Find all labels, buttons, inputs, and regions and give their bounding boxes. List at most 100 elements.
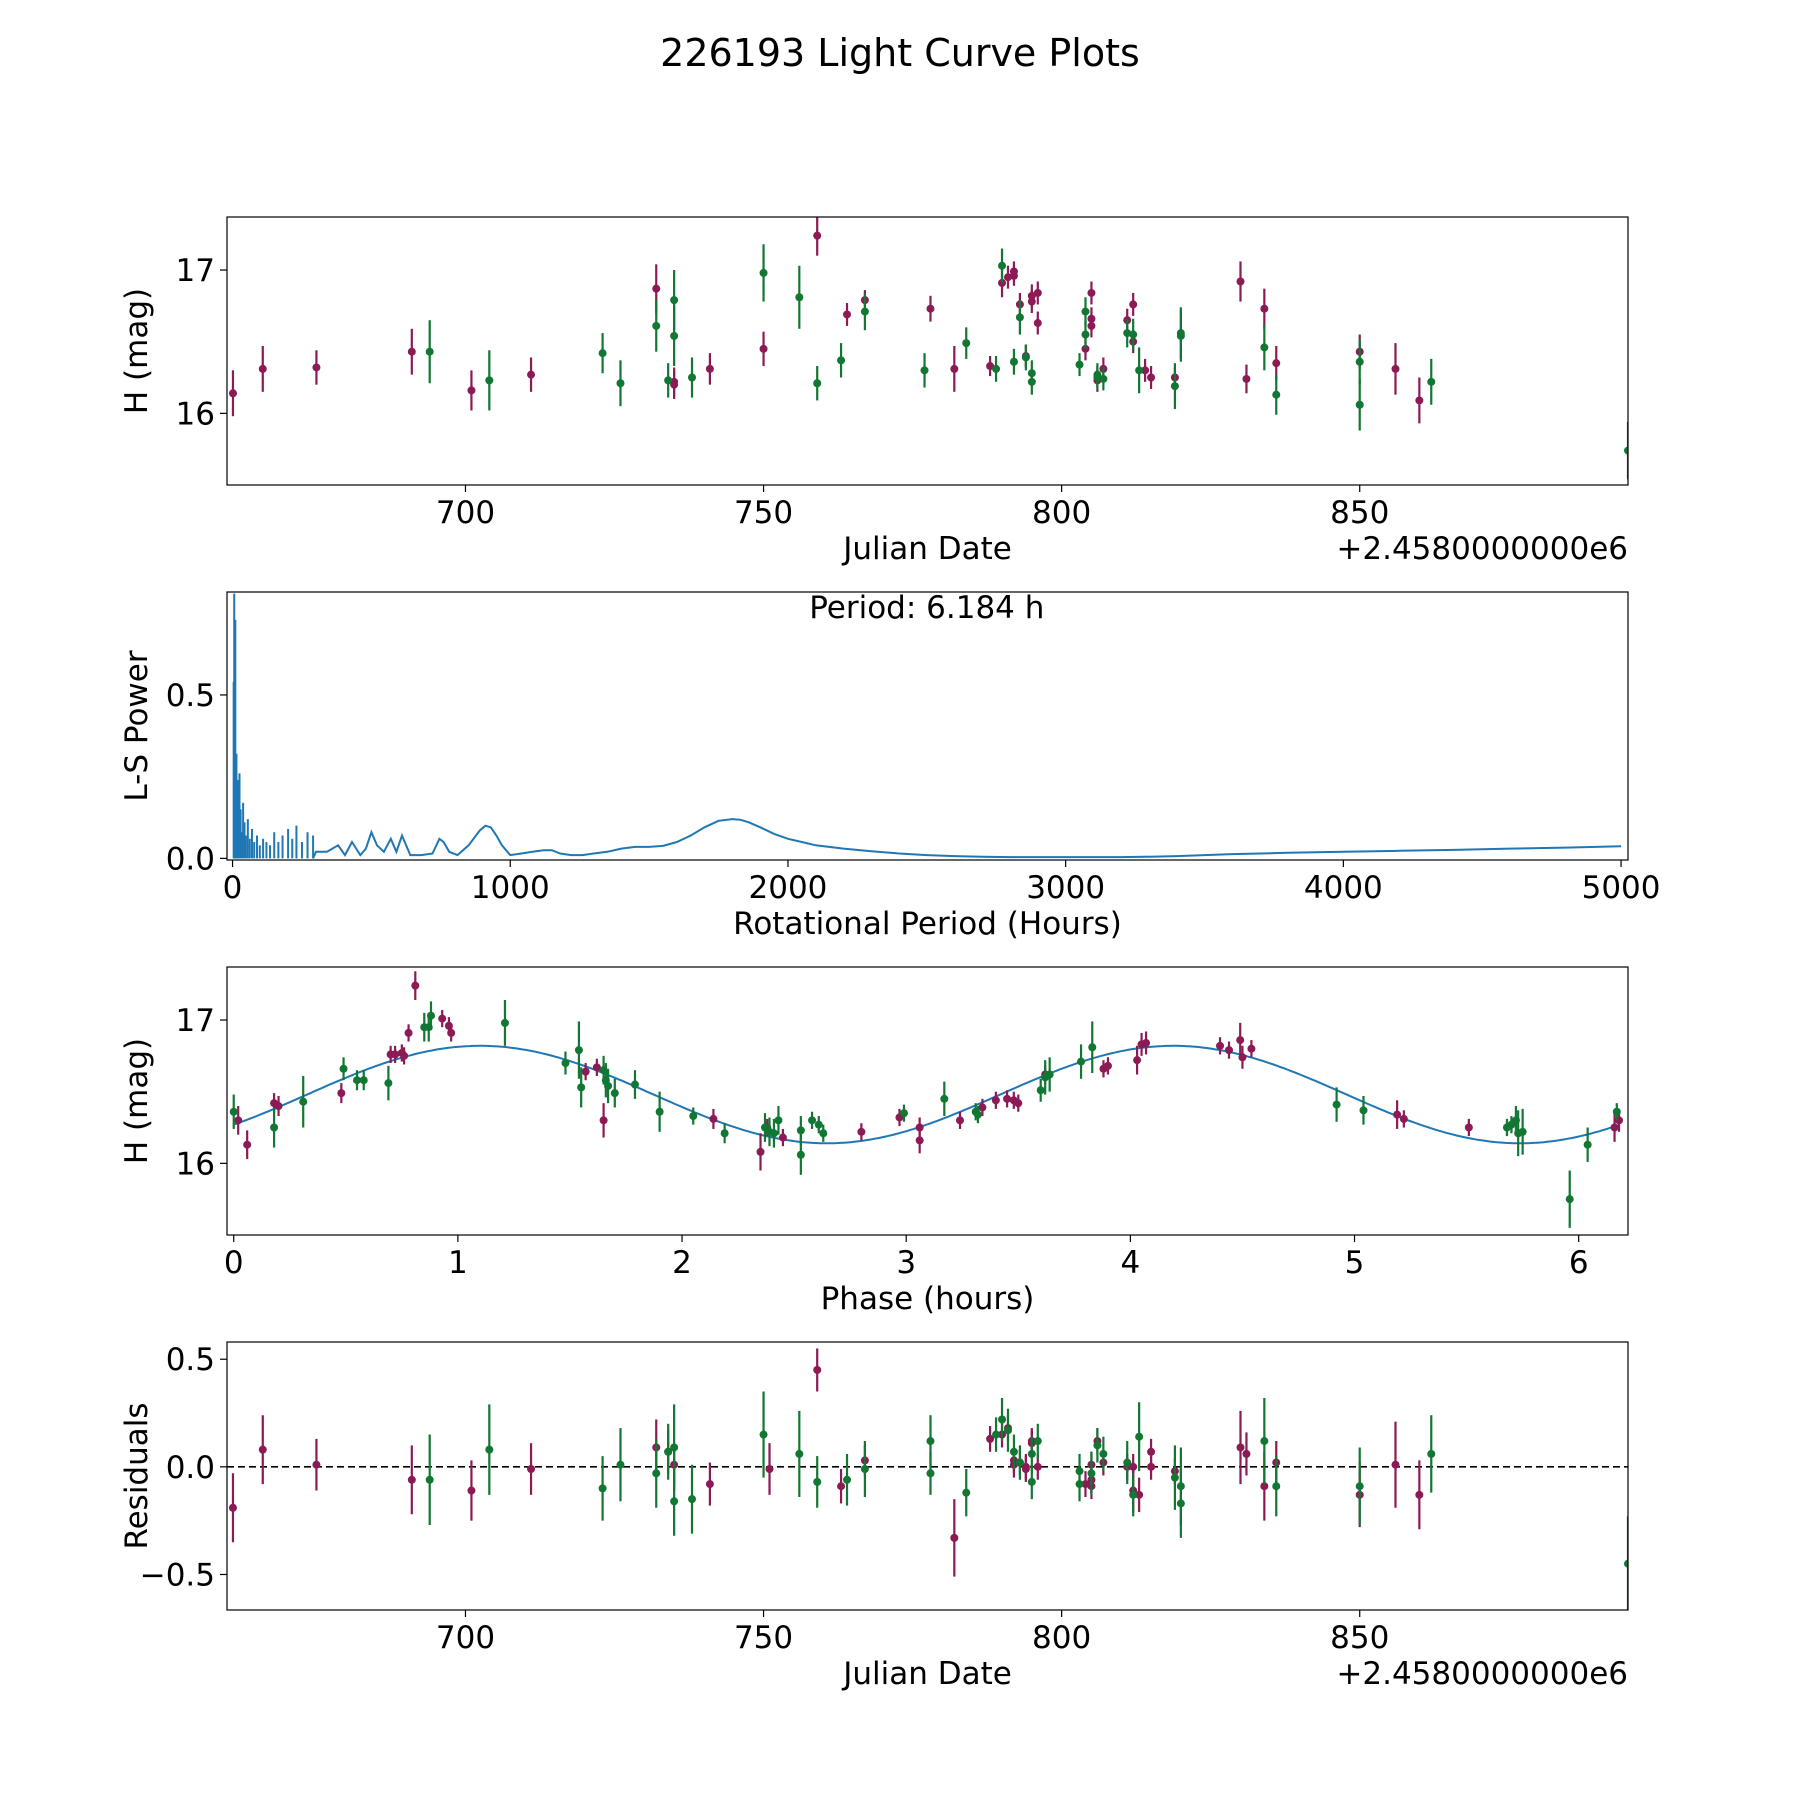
r-data-point [759,344,768,353]
r-data-point [978,1103,987,1112]
x-tick-label: 2000 [749,870,828,906]
g-data-point [574,1046,583,1055]
r-data-point [1247,1044,1256,1053]
g-data-point [1009,357,1018,366]
g-data-point [1087,1469,1096,1478]
g-data-point [670,1497,679,1506]
x-tick-label: 850 [1330,1620,1389,1656]
r-data-point [1610,1123,1619,1132]
g-data-point [769,1129,778,1138]
r-data-point [1033,319,1042,328]
x-tick-label: 5 [1345,1245,1365,1281]
residuals-plot-area [227,1348,1628,1610]
g-data-point [1272,1482,1281,1491]
x-tick-label: 0 [223,870,243,906]
g-data-point [1036,1086,1045,1095]
g-data-point [577,1083,586,1092]
g-data-point [652,1469,661,1478]
y-tick-label: −0.5 [140,1557,215,1593]
g-data-point [1583,1140,1592,1149]
r-data-point [813,1365,822,1374]
residuals-x-offset: +2.4580000000e6 [1336,1656,1628,1692]
phased-panel: 0 1 2 3 4 5 6 16 17 Phase (hours) H (mag) [119,966,1629,1317]
g-data-point [774,1116,783,1125]
r-data-point [991,1096,1000,1105]
g-data-point [485,376,494,385]
r-data-point [956,1116,965,1125]
g-data-point [630,1080,639,1089]
g-data-point [1260,343,1269,352]
r-data-point [843,310,852,319]
lightcurve-x-offset: +2.4580000000e6 [1336,531,1628,567]
r-data-point [1236,1036,1245,1045]
r-data-point [228,389,237,398]
g-data-point [1021,353,1030,362]
g-data-point [425,1475,434,1484]
g-data-point [837,356,846,365]
r-data-point [243,1140,252,1149]
model-fit-curve [233,1044,1621,1145]
g-data-point [229,1107,238,1116]
r-data-point [1415,1490,1424,1499]
r-data-point [1242,1449,1251,1458]
lightcurve-ticks: 700 750 800 850 16 17 [176,253,1390,531]
r-data-point [1260,1482,1269,1491]
g-data-point [688,373,697,382]
g-data-point [616,1460,625,1469]
g-data-point [384,1079,393,1088]
r-data-point [813,231,822,240]
r-data-point [1242,374,1251,383]
r-data-point [1236,1443,1245,1452]
x-tick-label: 0 [224,1245,244,1281]
g-data-point [670,296,679,305]
g-data-point [1170,1473,1179,1482]
r-data-point [1260,304,1269,313]
r-data-point [312,1460,321,1469]
g-data-point [1081,330,1090,339]
g-data-point [940,1094,949,1103]
g-data-point [270,1123,279,1132]
periodogram-y-label: L-S Power [119,650,155,801]
y-tick-label: 16 [176,1146,215,1182]
g-data-point [1003,1426,1012,1435]
r-data-point [756,1147,765,1156]
g-data-point [795,1449,804,1458]
r-data-point [407,347,416,356]
r-data-point [228,1503,237,1512]
g-data-point [604,1081,613,1090]
phased-frame [226,966,1629,1236]
r-data-point [1135,1490,1144,1499]
g-data-point [1033,1437,1042,1446]
r-data-point [1009,271,1018,280]
r-data-point [1147,1462,1156,1471]
g-data-point [1129,330,1138,339]
r-data-point [1014,1099,1023,1108]
r-data-point [234,1116,243,1125]
r-data-point [705,1480,714,1489]
g-data-point [759,268,768,277]
g-data-point [1099,374,1108,383]
g-data-point [998,1415,1007,1424]
phased-ticks: 0 1 2 3 4 5 6 16 17 [176,1003,1589,1281]
residuals-x-label: Julian Date [841,1656,1012,1692]
r-data-point [1021,1465,1030,1474]
g-data-point [1427,1449,1436,1458]
periodogram-frame [226,591,1629,861]
g-data-point [688,1495,697,1504]
r-data-point [1147,1447,1156,1456]
g-data-point [973,1110,982,1119]
g-data-point [998,261,1007,270]
g-data-point [1077,1057,1086,1066]
r-data-point [258,1445,267,1454]
x-tick-label: 5000 [1582,870,1661,906]
periodogram-plot-area [232,593,1622,859]
r-data-point [447,1028,456,1037]
y-tick-label: 0.5 [166,678,215,714]
lightcurve-plot-area [228,217,1628,480]
x-tick-label: 1000 [471,870,550,906]
lightcurve-frame [226,216,1629,486]
r-data-point [1033,288,1042,297]
g-data-point [1355,1482,1364,1491]
x-tick-label: 2 [672,1245,692,1281]
